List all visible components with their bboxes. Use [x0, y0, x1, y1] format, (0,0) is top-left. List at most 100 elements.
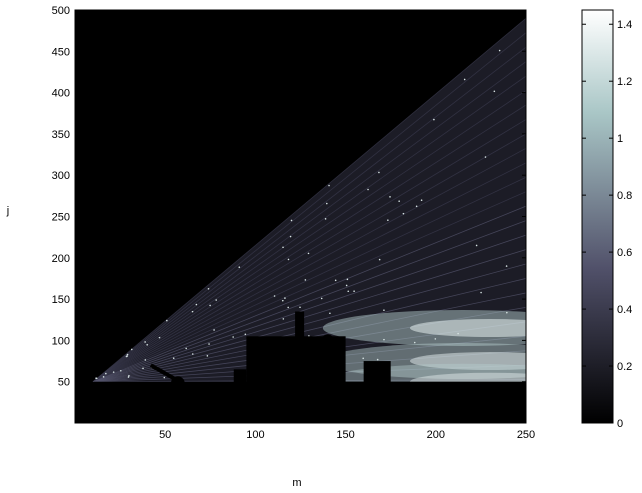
speck	[346, 278, 349, 281]
ray-line	[92, 205, 526, 383]
x-tick-label: 250	[517, 429, 535, 441]
y-tick-label: 500	[52, 5, 70, 17]
y-tick-label: 200	[52, 253, 70, 265]
speck	[112, 371, 115, 373]
speck	[144, 359, 147, 361]
x-axis-label: m	[292, 477, 301, 489]
speck	[402, 212, 405, 215]
ray-fan	[93, 18, 526, 423]
speck	[353, 290, 355, 292]
speck	[244, 333, 247, 336]
speck	[95, 377, 98, 380]
speck	[191, 353, 194, 355]
speck	[287, 306, 289, 309]
speck	[328, 184, 330, 187]
y-tick-label: 350	[52, 129, 70, 141]
speck	[166, 319, 168, 322]
speck	[505, 265, 508, 267]
speck	[172, 357, 175, 360]
speck	[304, 279, 307, 281]
y-tick-label: 150	[52, 294, 70, 306]
speck	[282, 246, 284, 249]
obstacle-block-c	[363, 361, 391, 423]
speck	[378, 258, 381, 261]
speck	[506, 311, 508, 314]
ray-line	[92, 75, 526, 383]
bright-lobe-core	[409, 319, 526, 338]
obstacle-tower	[295, 311, 305, 423]
speck	[334, 279, 337, 282]
colorbar-tick-label: 0	[617, 418, 623, 430]
ray-line	[92, 119, 526, 383]
speck	[163, 376, 166, 379]
speck	[347, 290, 350, 293]
speck	[105, 372, 107, 375]
ray-line	[92, 133, 526, 383]
y-axis: 50 100 150 200 250 300 350 400 450 500	[52, 5, 526, 389]
x-tick-label: 150	[336, 429, 354, 441]
speck	[284, 297, 286, 299]
bright-lobe-core	[409, 352, 526, 371]
ray-line	[92, 17, 526, 383]
speck	[213, 329, 215, 331]
speck	[434, 338, 437, 340]
speck	[329, 312, 331, 315]
speck	[376, 358, 379, 361]
speck	[383, 338, 385, 341]
obstacle-arm	[149, 363, 181, 384]
speck	[208, 343, 210, 345]
speck	[128, 374, 130, 377]
speck	[142, 367, 144, 370]
ray-line	[92, 220, 526, 383]
speck	[127, 376, 130, 378]
colorbar	[581, 9, 614, 424]
colorbar-tick-label: 0.2	[617, 361, 632, 373]
ray-line	[92, 104, 526, 383]
speck	[215, 299, 217, 301]
speck	[457, 332, 459, 335]
speck	[493, 90, 496, 93]
colorbar-tick-label: 1.2	[617, 76, 632, 88]
speck	[273, 295, 276, 297]
y-tick-label: 400	[52, 88, 70, 100]
x-tick-label: 50	[159, 429, 171, 441]
speck	[484, 156, 487, 158]
colorbar-tick-label: 0.6	[617, 247, 632, 259]
speck	[289, 235, 292, 238]
y-tick-label: 100	[52, 335, 70, 347]
speck	[498, 49, 501, 52]
speck	[433, 118, 435, 121]
obstacles	[93, 311, 526, 423]
speck	[324, 218, 327, 220]
speck	[207, 288, 210, 290]
speck	[185, 347, 187, 350]
speck	[238, 266, 241, 269]
x-axis: 50 100 150 200 250	[159, 10, 535, 441]
speck	[119, 369, 122, 372]
speck	[232, 336, 234, 338]
speck	[320, 297, 323, 300]
speck	[102, 376, 105, 378]
speck	[195, 303, 198, 306]
ray-line	[92, 46, 526, 383]
speck	[415, 205, 418, 208]
speck	[191, 310, 194, 313]
ray-line	[92, 263, 526, 383]
speck	[299, 306, 301, 309]
ray-line	[92, 234, 526, 383]
speck	[463, 78, 466, 81]
speck	[420, 199, 423, 202]
speck	[325, 202, 328, 205]
speck	[130, 348, 133, 351]
y-tick-label: 250	[52, 212, 70, 224]
speck	[413, 341, 416, 344]
speck	[367, 188, 369, 191]
colorbar-tick-label: 0.4	[617, 304, 632, 316]
speck	[387, 219, 389, 221]
x-tick-label: 100	[246, 429, 264, 441]
ray-line	[92, 278, 526, 383]
ray-line	[92, 176, 526, 383]
speck	[389, 196, 391, 198]
ray-line	[92, 32, 526, 383]
